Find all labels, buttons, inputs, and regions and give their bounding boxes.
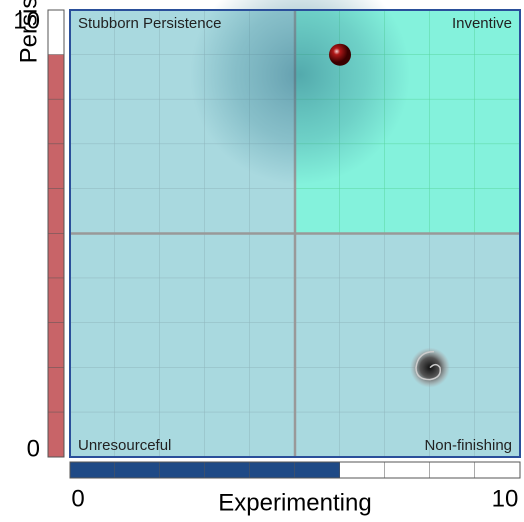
x-tick-label: 0 <box>71 485 84 512</box>
x-axis-label: Experimenting <box>218 489 371 516</box>
y-axis-label: Persistent <box>15 0 42 63</box>
quadrant-label: Unresourceful <box>78 437 171 454</box>
shadow <box>190 0 410 185</box>
x-tick-label: 10 <box>492 485 519 512</box>
y-tick-label: 0 <box>27 435 40 462</box>
point <box>329 43 351 66</box>
y-bar-segments <box>47 9 65 458</box>
y-tick-label: 10 <box>13 7 40 34</box>
marks <box>190 0 450 388</box>
plot-border <box>69 9 521 458</box>
quadrant-label: Stubborn Persistence <box>78 15 221 32</box>
quadrant-label: Non-finishing <box>424 437 512 454</box>
x-bar-segments <box>69 461 521 479</box>
spiral-swirl <box>415 350 442 381</box>
quadrant-label: Inventive <box>452 15 512 32</box>
